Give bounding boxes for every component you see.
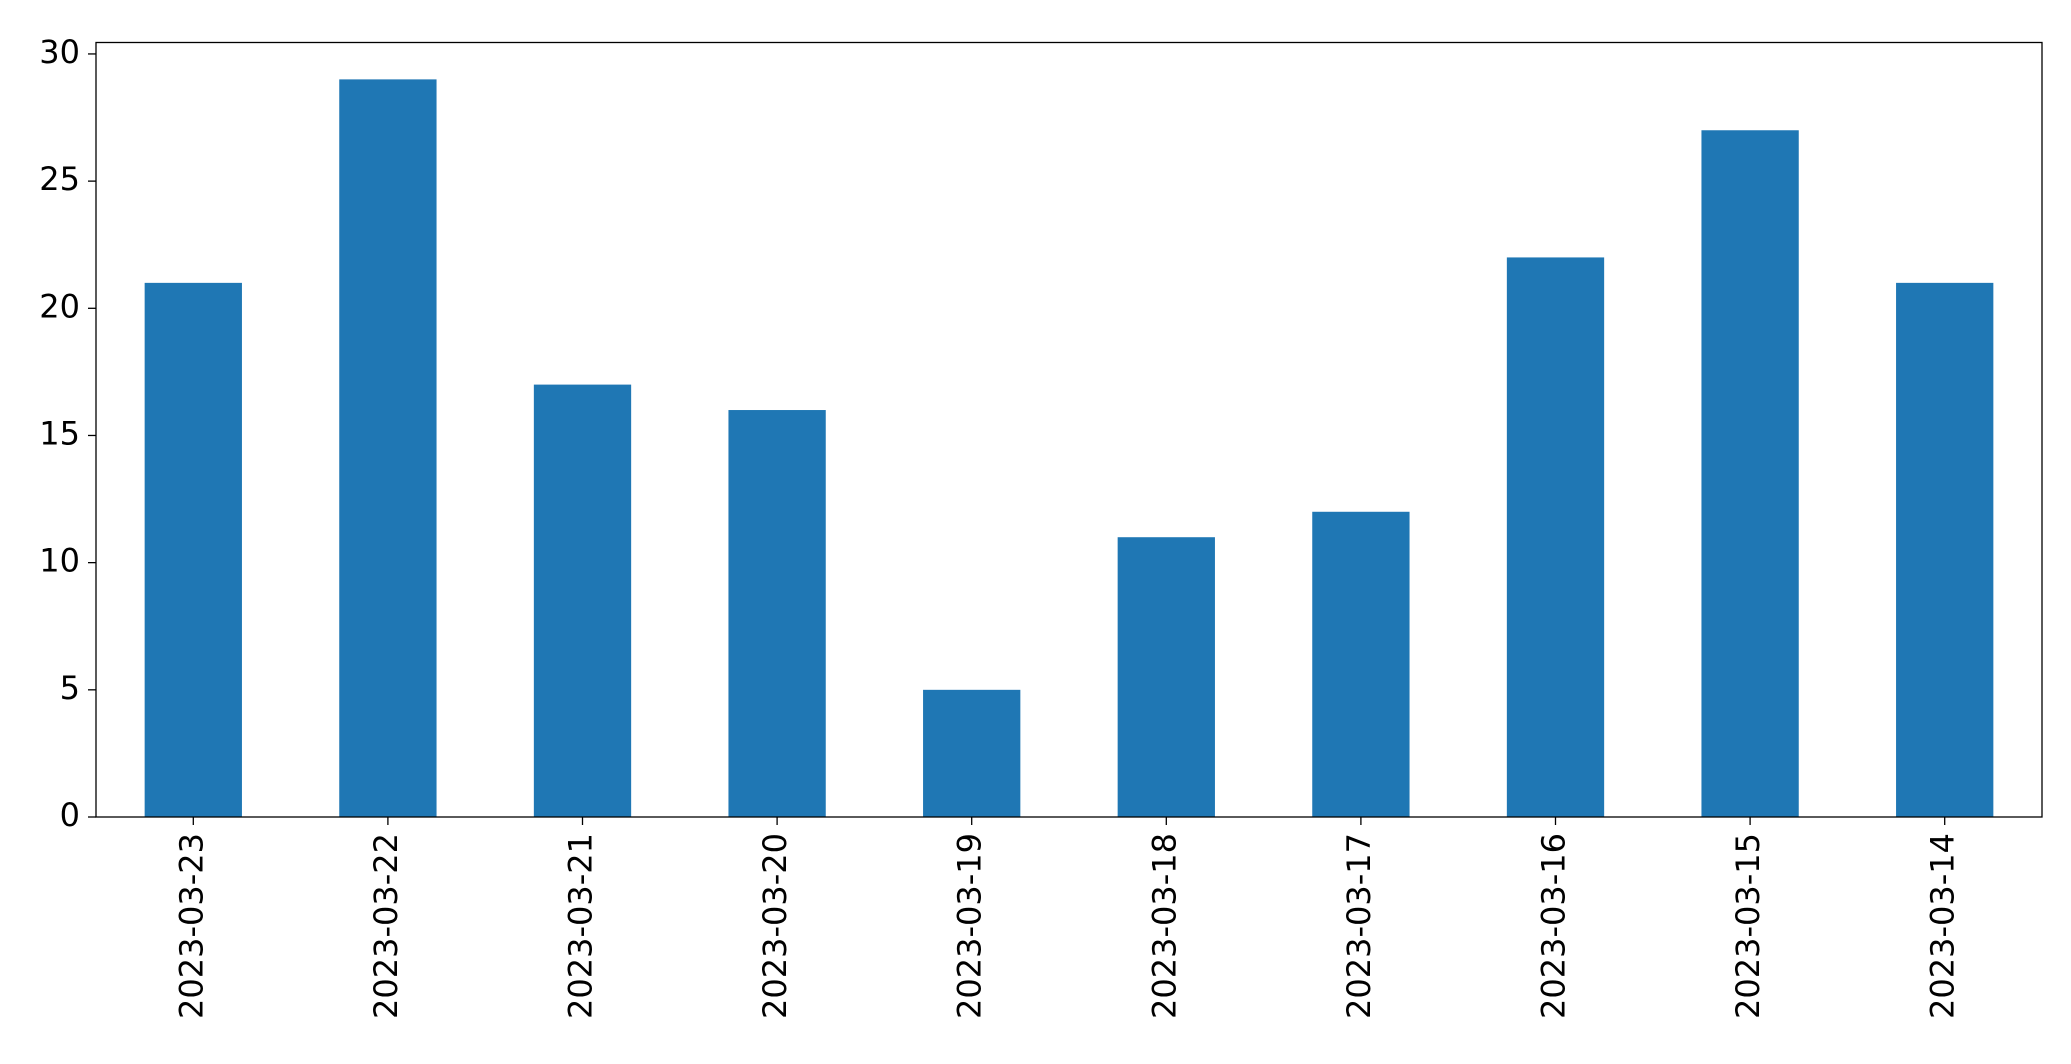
bar xyxy=(728,410,826,817)
bar xyxy=(1312,511,1410,817)
bar xyxy=(1506,257,1605,817)
y-tick-label: 10 xyxy=(39,542,80,580)
y-tick-label: 25 xyxy=(39,160,80,198)
plot-frame xyxy=(95,41,2043,818)
bar xyxy=(144,282,242,817)
x-tick-label: 2023-03-19 xyxy=(951,833,989,1019)
y-tick-label: 30 xyxy=(39,33,80,71)
x-tick-label: 2023-03-22 xyxy=(367,833,405,1019)
x-tick-label: 2023-03-20 xyxy=(756,833,794,1019)
bar xyxy=(1701,130,1799,818)
y-tick-label: 15 xyxy=(39,414,80,452)
bar xyxy=(339,79,437,817)
x-tick-label: 2023-03-15 xyxy=(1729,833,1767,1019)
x-tick-label: 2023-03-14 xyxy=(1924,833,1962,1019)
x-tick-label: 2023-03-17 xyxy=(1340,833,1378,1019)
bar xyxy=(1896,282,1994,817)
y-tick-label: 5 xyxy=(60,669,80,707)
y-tick-label: 0 xyxy=(60,796,80,834)
x-tick-label: 2023-03-18 xyxy=(1145,833,1183,1019)
x-tick-label: 2023-03-16 xyxy=(1535,833,1573,1019)
x-tick-label: 2023-03-23 xyxy=(172,833,210,1019)
y-tick-label: 20 xyxy=(39,287,80,325)
x-tick-label: 2023-03-21 xyxy=(562,833,600,1019)
bar xyxy=(1117,537,1215,817)
bar xyxy=(533,384,632,817)
bar xyxy=(923,689,1021,817)
